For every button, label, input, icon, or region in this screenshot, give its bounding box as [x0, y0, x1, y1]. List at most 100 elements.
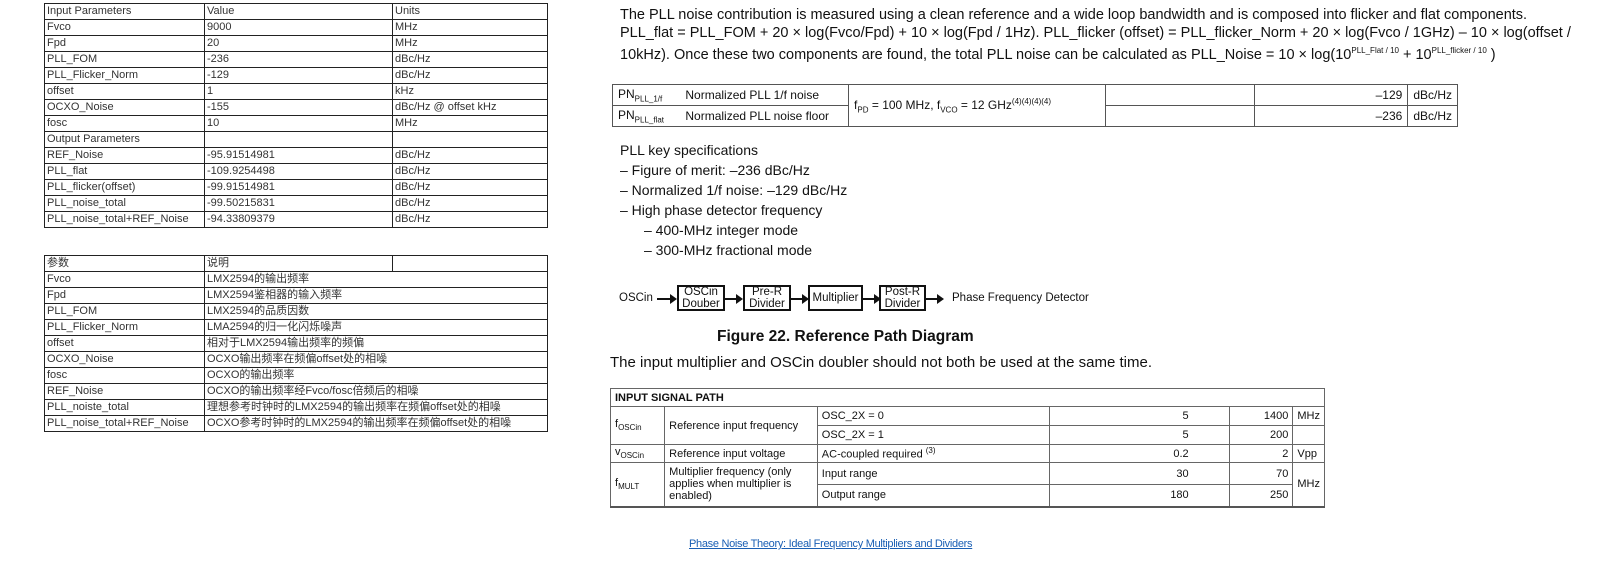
table-cell: MHz	[392, 35, 548, 52]
usage-note: The input multiplier and OSCin doubler s…	[610, 354, 1152, 371]
diagram-output-label: Phase Frequency Detector	[952, 292, 1089, 304]
table-cell: 说明	[204, 255, 393, 272]
table-cell: dBc/Hz	[392, 51, 548, 68]
table-cell: offset	[44, 83, 205, 100]
diagram-block-multiplier: Multiplier	[808, 285, 863, 311]
table-row: PLL_noiste_total 理想参考时钟时的LMX2594的输出频率在频偏o…	[44, 399, 548, 416]
table-cell: 20	[204, 35, 393, 52]
table-cell: Fvco	[44, 19, 205, 36]
table-row: Fpd LMX2594鉴相器的输入频率	[44, 287, 548, 304]
table-cell: PLL_FOM	[44, 51, 205, 68]
table-cell: 10	[204, 115, 393, 132]
table-row: offset 相对于LMX2594输出频率的频偏	[44, 335, 548, 352]
table-cell: PLL_noise_total+REF_Noise	[44, 415, 205, 432]
table-cell: OCXO_Noise	[44, 351, 205, 368]
table-cell	[392, 255, 548, 272]
table-row: PLL_flat -109.9254498 dBc/Hz	[44, 163, 548, 180]
table-cell: dBc/Hz	[392, 147, 548, 164]
table-cell: PLL_FOM	[44, 303, 205, 320]
table-row: PLL_Flicker_Norm -129 dBc/Hz	[44, 67, 548, 84]
table-cell: MHz	[392, 19, 548, 36]
table-row: OCXO_Noise OCXO输出频率在频偏offset处的相噪	[44, 351, 548, 368]
table-cell: PLL_Flicker_Norm	[44, 67, 205, 84]
table-row: Fvco LMX2594的输出频率	[44, 271, 548, 288]
table-cell: 1	[204, 83, 393, 100]
table-cell: -129	[204, 67, 393, 84]
table-cell: -99.50215831	[204, 195, 393, 212]
table-cell: PLL_noiste_total	[44, 399, 205, 416]
spec-item: – High phase detector frequency	[620, 202, 823, 218]
table-cell: PLL_noise_total	[44, 195, 205, 212]
table-cell: LMX2594的输出频率	[204, 271, 548, 288]
table-row: Fpd 20 MHz	[44, 35, 548, 52]
table-row: PLL_Flicker_Norm LMA2594的归一化闪烁噪声	[44, 319, 548, 336]
table-row: PLL_noise_total+REF_Noise OCXO参考时钟时的LMX25…	[44, 415, 548, 432]
pll-noise-paragraph: The PLL noise contribution is measured u…	[620, 7, 1571, 63]
table-cell: -155	[204, 99, 393, 116]
table-cell: kHz	[392, 83, 548, 100]
spec-item: – Normalized 1/f noise: –129 dBc/Hz	[620, 182, 848, 198]
table-cell: MHz	[392, 115, 548, 132]
table-cell: PLL_Flicker_Norm	[44, 319, 205, 336]
table-row: Input Parameters Value Units	[44, 3, 548, 20]
table-cell: dBc/Hz	[392, 163, 548, 180]
table-row: fosc OCXO的输出频率	[44, 367, 548, 384]
table-cell: Fvco	[44, 271, 205, 288]
table-cell: REF_Noise	[44, 383, 205, 400]
table-row: PLL_flicker(offset) -99.91514981 dBc/Hz	[44, 179, 548, 196]
table-cell: PLL_flicker(offset)	[44, 179, 205, 196]
table-row: 参数 说明	[44, 255, 548, 272]
table-cell	[392, 131, 548, 148]
table-cell: fosc	[44, 115, 205, 132]
table-cell: Units	[392, 3, 548, 20]
table-cell: -94.33809379	[204, 211, 393, 228]
arrow-icon	[725, 294, 743, 304]
table-row: Output Parameters	[44, 131, 548, 148]
table-row: offset 1 kHz	[44, 83, 548, 100]
table-cell: -109.9254498	[204, 163, 393, 180]
table-cell: LMX2594鉴相器的输入频率	[204, 287, 548, 304]
figure-caption: Figure 22. Reference Path Diagram	[717, 328, 974, 345]
specs-title: PLL key specifications	[620, 142, 758, 158]
table-cell	[204, 131, 393, 148]
spec-item: – Figure of merit: –236 dBc/Hz	[620, 162, 810, 178]
table-cell: OCXO_Noise	[44, 99, 205, 116]
table-cell: dBc/Hz @ offset kHz	[392, 99, 548, 116]
table-row: REF_Noise -95.91514981 dBc/Hz	[44, 147, 548, 164]
table-row: fosc 10 MHz	[44, 115, 548, 132]
diagram-block-post-r-divider: Post-R Divider	[879, 285, 926, 311]
spreadsheet-description-table: 参数 说明 Fvco LMX2594的输出频率 Fpd LMX2594鉴相器的输入频率 PL…	[44, 255, 548, 432]
spreadsheet-parameters-table: Input Parameters Value Units Fvco 9000 MHz Fpd…	[44, 3, 548, 228]
table-cell: dBc/Hz	[392, 179, 548, 196]
table-cell: Fpd	[44, 35, 205, 52]
arrow-icon	[657, 294, 677, 304]
spec-subitem: – 300-MHz fractional mode	[644, 242, 813, 258]
diagram-block-pre-r-divider: Pre-R Divider	[743, 285, 791, 311]
table-cell: PLL_flat	[44, 163, 205, 180]
table-cell: LMX2594的品质因数	[204, 303, 548, 320]
table-cell: 理想参考时钟时的LMX2594的输出频率在频偏offset处的相噪	[204, 399, 548, 416]
table-cell: 参数	[44, 255, 205, 272]
table-cell: Value	[204, 3, 393, 20]
table-row: PLL_FOM LMX2594的品质因数	[44, 303, 548, 320]
table-row: REF_Noise OCXO的输出频率经Fvco/fosc倍频后的相噪	[44, 383, 548, 400]
phase-noise-theory-link[interactable]: Phase Noise Theory: Ideal Frequency Mult…	[689, 538, 973, 550]
arrow-icon	[926, 294, 944, 304]
table-row: PLL_noise_total+REF_Noise -94.33809379 dBc…	[44, 211, 548, 228]
table-cell: Output Parameters	[44, 131, 205, 148]
table-cell: OCXO参考时钟时的LMX2594的输出频率在频偏offset处的相噪	[204, 415, 548, 432]
table-cell: -236	[204, 51, 393, 68]
table-cell: REF_Noise	[44, 147, 205, 164]
table-cell: OCXO的输出频率	[204, 367, 548, 384]
table-row: Fvco 9000 MHz	[44, 19, 548, 36]
table-cell: PLL_noise_total+REF_Noise	[44, 211, 205, 228]
table-cell: LMA2594的归一化闪烁噪声	[204, 319, 548, 336]
table-row: PLL_FOM -236 dBc/Hz	[44, 51, 548, 68]
table-row: PLL_noise_total -99.50215831 dBc/Hz	[44, 195, 548, 212]
table-cell: -99.91514981	[204, 179, 393, 196]
arrow-icon	[791, 294, 809, 304]
table-cell: OCXO的输出频率经Fvco/fosc倍频后的相噪	[204, 383, 548, 400]
arrow-icon	[863, 294, 881, 304]
table-cell: dBc/Hz	[392, 211, 548, 228]
diagram-input-label: OSCin	[619, 292, 653, 304]
